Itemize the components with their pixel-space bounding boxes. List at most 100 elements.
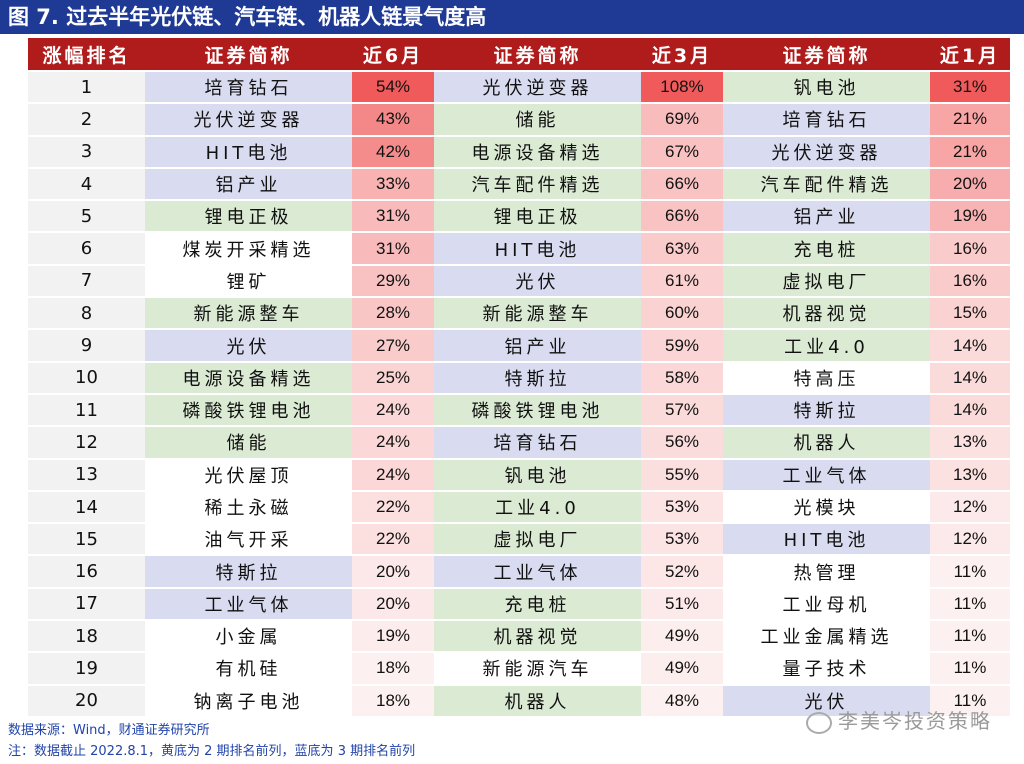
- rank-cell: 20: [28, 685, 145, 716]
- pct-1m-cell: 21%: [930, 104, 1010, 135]
- name-3m-cell: 充电桩: [434, 588, 641, 620]
- pct-6m-cell: 28%: [352, 298, 434, 329]
- table-row: 8 新能源整车 28% 新能源整车 60% 机器视觉 15%: [28, 298, 1010, 329]
- rank-cell: 10: [28, 362, 145, 393]
- name-3m-cell: 铝产业: [434, 330, 641, 361]
- pct-1m-cell: 13%: [930, 427, 1010, 458]
- pct-6m-cell: 18%: [352, 685, 434, 716]
- table-row: 10 电源设备精选 25% 特斯拉 58% 特高压 14%: [28, 362, 1010, 393]
- pct-1m-cell: 11%: [930, 653, 1010, 684]
- name-1m-cell: 量子技术: [723, 653, 930, 684]
- pct-6m-cell: 24%: [352, 394, 434, 426]
- name-3m-cell: 新能源汽车: [434, 653, 641, 684]
- rank-cell: 12: [28, 427, 145, 458]
- name-1m-cell: 工业气体: [723, 459, 930, 490]
- rank-cell: 3: [28, 136, 145, 167]
- pct-3m-cell: 69%: [641, 104, 723, 135]
- pct-1m-cell: 12%: [930, 524, 1010, 555]
- rank-cell: 4: [28, 168, 145, 200]
- table-row: 11 磷酸铁锂电池 24% 磷酸铁锂电池 57% 特斯拉 14%: [28, 394, 1010, 426]
- name-3m-cell: 新能源整车: [434, 298, 641, 329]
- pct-6m-cell: 27%: [352, 330, 434, 361]
- pct-3m-cell: 49%: [641, 653, 723, 684]
- pct-6m-cell: 31%: [352, 233, 434, 264]
- name-1m-cell: 工业金属精选: [723, 621, 930, 652]
- rank-cell: 13: [28, 459, 145, 490]
- pct-1m-cell: 11%: [930, 588, 1010, 620]
- name-3m-cell: 工业气体: [434, 556, 641, 587]
- name-6m-cell: 钠离子电池: [145, 685, 352, 716]
- pct-6m-cell: 20%: [352, 556, 434, 587]
- pct-3m-cell: 49%: [641, 621, 723, 652]
- pct-1m-cell: 20%: [930, 168, 1010, 200]
- name-1m-cell: 光伏逆变器: [723, 136, 930, 167]
- name-3m-cell: 钒电池: [434, 459, 641, 490]
- table-row: 15 油气开采 22% 虚拟电厂 53% HIT电池 12%: [28, 524, 1010, 555]
- table-row: 3 HIT电池 42% 电源设备精选 67% 光伏逆变器 21%: [28, 136, 1010, 167]
- name-3m-cell: 电源设备精选: [434, 136, 641, 167]
- name-1m-cell: 充电桩: [723, 233, 930, 264]
- rank-cell: 16: [28, 556, 145, 587]
- name-6m-cell: 稀土永磁: [145, 491, 352, 523]
- name-6m-cell: 锂矿: [145, 265, 352, 297]
- rank-cell: 9: [28, 330, 145, 361]
- header-name-6m: 证券简称: [145, 38, 352, 70]
- header-1m: 近1月: [930, 38, 1010, 70]
- pct-3m-cell: 63%: [641, 233, 723, 264]
- pct-3m-cell: 61%: [641, 265, 723, 297]
- name-1m-cell: 钒电池: [723, 72, 930, 103]
- name-3m-cell: 光伏逆变器: [434, 72, 641, 103]
- name-3m-cell: 锂电正极: [434, 201, 641, 232]
- rank-cell: 7: [28, 265, 145, 297]
- pct-6m-cell: 19%: [352, 621, 434, 652]
- pct-3m-cell: 108%: [641, 72, 723, 103]
- pct-3m-cell: 58%: [641, 362, 723, 393]
- pct-6m-cell: 42%: [352, 136, 434, 167]
- name-1m-cell: HIT电池: [723, 524, 930, 555]
- footer-source: 数据来源：Wind，财通证券研究所: [8, 723, 210, 738]
- pct-3m-cell: 52%: [641, 556, 723, 587]
- name-6m-cell: 光伏逆变器: [145, 104, 352, 135]
- table-row: 2 光伏逆变器 43% 储能 69% 培育钻石 21%: [28, 104, 1010, 135]
- pct-6m-cell: 29%: [352, 265, 434, 297]
- table-row: 6 煤炭开采精选 31% HIT电池 63% 充电桩 16%: [28, 233, 1010, 264]
- name-6m-cell: 工业气体: [145, 588, 352, 620]
- header-name-1m: 证券简称: [723, 38, 930, 70]
- pct-1m-cell: 11%: [930, 556, 1010, 587]
- pct-1m-cell: 11%: [930, 621, 1010, 652]
- pct-1m-cell: 16%: [930, 233, 1010, 264]
- name-6m-cell: 新能源整车: [145, 298, 352, 329]
- pct-6m-cell: 25%: [352, 362, 434, 393]
- name-6m-cell: 铝产业: [145, 168, 352, 200]
- figure-title: 图 7. 过去半年光伏链、汽车链、机器人链景气度高: [0, 0, 1024, 34]
- name-6m-cell: 光伏屋顶: [145, 459, 352, 490]
- pct-3m-cell: 60%: [641, 298, 723, 329]
- name-3m-cell: 虚拟电厂: [434, 524, 641, 555]
- pct-6m-cell: 20%: [352, 588, 434, 620]
- pct-6m-cell: 33%: [352, 168, 434, 200]
- name-1m-cell: 光模块: [723, 491, 930, 523]
- pct-3m-cell: 53%: [641, 491, 723, 523]
- table-header-row: 涨幅排名 证券简称 近6月 证券简称 近3月 证券简称 近1月: [28, 38, 1010, 70]
- rank-cell: 14: [28, 491, 145, 523]
- pct-3m-cell: 51%: [641, 588, 723, 620]
- table-row: 17 工业气体 20% 充电桩 51% 工业母机 11%: [28, 588, 1010, 620]
- name-3m-cell: 储能: [434, 104, 641, 135]
- pct-1m-cell: 19%: [930, 201, 1010, 232]
- rank-cell: 15: [28, 524, 145, 555]
- watermark: 李美岑投资策略: [806, 705, 992, 734]
- rank-cell: 11: [28, 394, 145, 426]
- name-6m-cell: 电源设备精选: [145, 362, 352, 393]
- name-1m-cell: 工业4.0: [723, 330, 930, 361]
- pct-6m-cell: 22%: [352, 491, 434, 523]
- pct-6m-cell: 24%: [352, 427, 434, 458]
- pct-6m-cell: 22%: [352, 524, 434, 555]
- table-row: 7 锂矿 29% 光伏 61% 虚拟电厂 16%: [28, 265, 1010, 297]
- pct-3m-cell: 48%: [641, 685, 723, 716]
- pct-3m-cell: 57%: [641, 394, 723, 426]
- pct-6m-cell: 18%: [352, 653, 434, 684]
- pct-1m-cell: 14%: [930, 362, 1010, 393]
- pct-1m-cell: 11%: [930, 685, 1010, 716]
- pct-6m-cell: 24%: [352, 459, 434, 490]
- header-name-3m: 证券简称: [434, 38, 641, 70]
